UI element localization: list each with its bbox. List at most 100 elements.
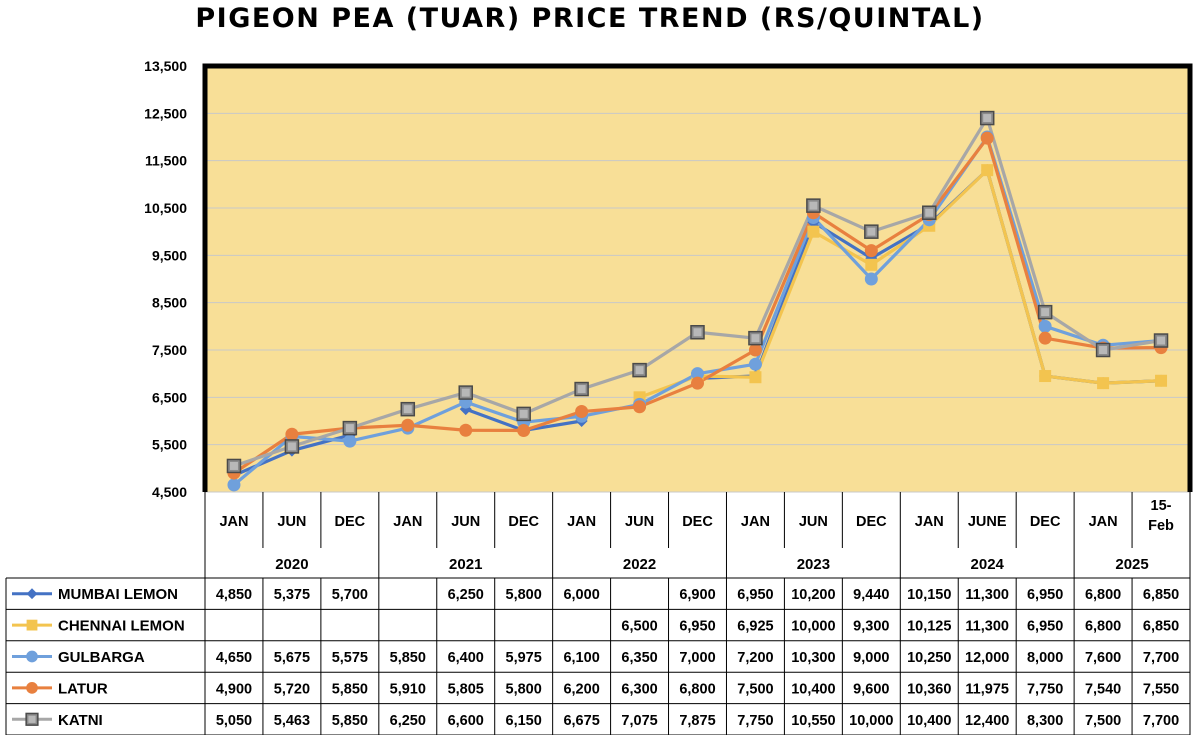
table-cell-value: 4,850 xyxy=(216,587,252,603)
table-cell-value: 7,500 xyxy=(737,681,773,697)
table-cell-value: 6,800 xyxy=(679,681,715,697)
legend-key-marker-inner xyxy=(28,715,36,723)
table-cell-value: 5,850 xyxy=(332,681,368,697)
table-cell-value: 7,700 xyxy=(1143,713,1179,729)
table-cell-value: 5,805 xyxy=(448,681,484,697)
category-label: JUN xyxy=(277,514,306,530)
data-point xyxy=(517,423,531,437)
data-point-inner xyxy=(751,334,760,343)
data-point-inner xyxy=(635,366,644,375)
legend-key-marker xyxy=(26,619,38,631)
table-cell-value: 6,200 xyxy=(563,681,599,697)
table-cell-value: 7,200 xyxy=(737,650,773,666)
data-point-inner xyxy=(693,328,702,337)
data-point xyxy=(749,371,762,384)
category-label: DEC xyxy=(335,514,366,530)
table-cell-value: 9,600 xyxy=(853,681,889,697)
table-cell-value: 10,125 xyxy=(907,619,951,635)
y-tick-label: 11,500 xyxy=(145,153,187,169)
table-cell-value: 8,300 xyxy=(1027,713,1063,729)
category-label: JAN xyxy=(915,514,944,530)
chart-title: PIGEON PEA (TUAR) PRICE TREND (RS/QUINTA… xyxy=(195,3,984,34)
category-label: JUN xyxy=(451,514,480,530)
table-cell-value: 6,250 xyxy=(390,713,426,729)
table-cell-value: 10,000 xyxy=(849,713,893,729)
data-point xyxy=(864,244,878,258)
data-point-inner xyxy=(461,388,470,397)
data-point xyxy=(633,400,647,414)
table-cell-value: 6,950 xyxy=(1027,619,1063,635)
category-label: DEC xyxy=(508,514,539,530)
data-point xyxy=(459,423,473,437)
year-label: 2023 xyxy=(797,556,830,573)
category-label: JAN xyxy=(393,514,422,530)
table-cell-value: 5,910 xyxy=(390,681,426,697)
table-cell-value: 6,950 xyxy=(1027,587,1063,603)
legend-key-marker xyxy=(26,682,38,694)
table-cell-value: 9,440 xyxy=(853,587,889,603)
table-cell-value: 7,875 xyxy=(679,713,715,729)
y-tick-label: 8,500 xyxy=(152,295,187,311)
table-cell-value: 10,150 xyxy=(907,587,951,603)
legend-key-marker xyxy=(26,588,38,600)
data-point xyxy=(1097,377,1110,390)
series-line-1 xyxy=(639,168,1162,399)
table-cell-value: 5,575 xyxy=(332,650,368,666)
data-point xyxy=(401,418,415,432)
data-point xyxy=(981,164,994,177)
table-cell-value: 7,540 xyxy=(1085,681,1121,697)
table-cell-value: 4,900 xyxy=(216,681,252,697)
data-point xyxy=(865,258,878,271)
table-cell-value: 10,250 xyxy=(907,650,951,666)
data-point-inner xyxy=(229,461,238,470)
data-point-inner xyxy=(287,442,296,451)
table-cell-value: 5,975 xyxy=(506,650,542,666)
series-name: MUMBAI LEMON xyxy=(58,586,178,603)
table-cell-value: 5,050 xyxy=(216,713,252,729)
data-point-inner xyxy=(983,114,992,123)
y-tick-label: 10,500 xyxy=(144,200,187,216)
y-tick-label: 13,500 xyxy=(144,58,187,74)
series-name: CHENNAI LEMON xyxy=(58,618,185,635)
data-point xyxy=(807,225,820,238)
data-point-inner xyxy=(519,409,528,418)
table-cell-value: 7,075 xyxy=(621,713,657,729)
table-cell-value: 6,800 xyxy=(1085,619,1121,635)
table-cell-value: 12,000 xyxy=(965,650,1009,666)
plot-frame xyxy=(202,63,1193,492)
year-label: 2021 xyxy=(449,556,482,573)
table-cell-value: 6,100 xyxy=(563,650,599,666)
table-cell-value: 5,800 xyxy=(506,587,542,603)
data-point xyxy=(691,376,704,390)
legend-key-marker xyxy=(26,650,38,663)
data-point xyxy=(1155,374,1168,387)
category-label: DEC xyxy=(1030,514,1061,530)
data-point-inner xyxy=(1041,308,1050,317)
category-label: JAN xyxy=(567,514,596,530)
table-cell-value: 6,850 xyxy=(1143,619,1179,635)
data-point-inner xyxy=(345,424,354,433)
category-label: JUN xyxy=(799,514,828,530)
year-label: 2025 xyxy=(1115,556,1148,573)
data-point-inner xyxy=(925,208,934,217)
table-cell-value: 10,000 xyxy=(791,619,835,635)
data-point-inner xyxy=(1099,346,1108,354)
series-name: KATNI xyxy=(58,712,103,729)
table-cell-value: 12,400 xyxy=(965,713,1009,729)
table-cell-value: 4,650 xyxy=(216,650,252,666)
table-cell-value: 6,950 xyxy=(737,587,773,603)
table-cell-value: 6,000 xyxy=(563,587,599,603)
table-cell-value: 6,150 xyxy=(506,713,542,729)
table-cell-value: 11,300 xyxy=(965,619,1009,635)
table-cell-value: 7,600 xyxy=(1085,650,1121,666)
data-point xyxy=(748,357,762,371)
y-tick-label: 9,500 xyxy=(152,247,187,263)
category-label: JUN xyxy=(625,514,654,530)
series-name: GULBARGA xyxy=(58,649,145,666)
table-cell-value: 8,000 xyxy=(1027,650,1063,666)
y-tick-label: 12,500 xyxy=(144,105,187,121)
y-tick-label: 4,500 xyxy=(152,484,187,500)
table-cell-value: 10,550 xyxy=(791,713,835,729)
data-point xyxy=(980,131,994,145)
